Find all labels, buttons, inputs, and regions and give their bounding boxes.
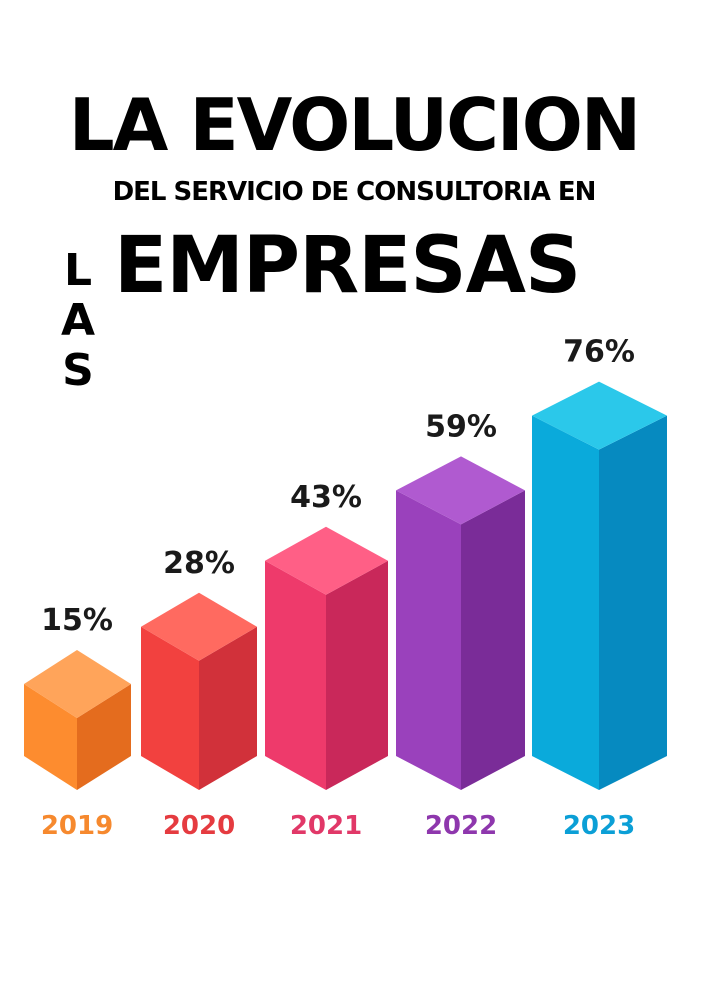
bar-2020-year-label: 2020	[163, 811, 235, 841]
bar-2019-year-label: 2019	[41, 811, 113, 841]
bar-2019-top-face	[24, 650, 131, 718]
chart-title-vertical-word: LAS	[60, 245, 96, 396]
bar-2021-side-face	[326, 560, 388, 790]
bar-2020-front-face	[141, 626, 199, 790]
bar-2023-front-face	[532, 415, 599, 790]
bar-2022-front-face	[396, 490, 461, 790]
chart-title-line-2: DEL SERVICIO DE CONSULTORIA EN	[112, 177, 597, 207]
bar-2022-top-face	[396, 456, 525, 525]
bar-2021-value-label: 43%	[290, 480, 362, 515]
bar-2019-front-face	[24, 684, 77, 790]
chart-title-big-word: EMPRESAS	[114, 221, 581, 311]
chart-title-line-1: LA EVOLUCION	[68, 83, 641, 167]
bar-2022-value-label: 59%	[425, 409, 497, 444]
bar-2020-side-face	[199, 626, 257, 790]
bar-2023-year-label: 2023	[563, 811, 635, 841]
bar-2022-side-face	[461, 490, 525, 790]
bar-2022-year-label: 2022	[425, 811, 497, 841]
bar-2023-top-face	[532, 381, 667, 450]
bar-2023-value-label: 76%	[563, 335, 635, 370]
bar-2020-value-label: 28%	[163, 546, 235, 581]
bar-2023-side-face	[599, 415, 667, 790]
bar-2021-year-label: 2021	[290, 811, 362, 841]
bar-2021-top-face	[265, 526, 388, 595]
bar-2020-top-face	[141, 592, 257, 661]
bar-2019-side-face	[77, 684, 131, 790]
bar-2021-front-face	[265, 560, 326, 790]
bar-2019-value-label: 15%	[41, 603, 113, 638]
